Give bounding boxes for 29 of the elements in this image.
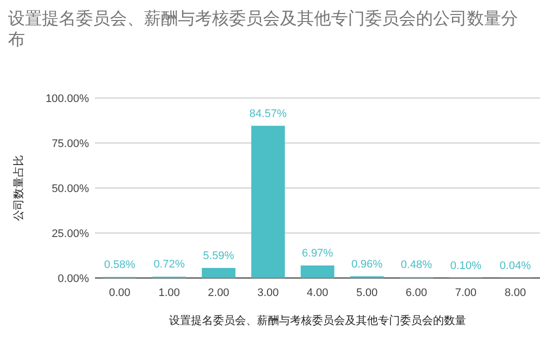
data-label: 6.97%	[302, 247, 334, 260]
x-tick-label: 4.00	[306, 287, 328, 299]
data-label: 84.57%	[249, 108, 287, 120]
chart-title: 设置提名委员会、薪酬与考核委员会及其他专门委员会的公司数量分布	[8, 9, 518, 49]
bar	[251, 126, 285, 278]
data-label: 0.10%	[450, 260, 482, 272]
x-tick-label: 5.00	[356, 287, 378, 299]
y-tick-label: 100.00%	[46, 93, 90, 105]
data-label: 5.59%	[203, 250, 234, 262]
y-tick-label: 0.00%	[58, 273, 90, 285]
y-tick-label: 50.00%	[52, 183, 90, 195]
x-tick-label: 0.00	[109, 287, 130, 299]
y-axis-title: 公司数量占比	[12, 155, 25, 221]
bar	[202, 268, 236, 278]
x-tick-label: 6.00	[406, 287, 428, 299]
x-axis-title: 设置提名委员会、薪酬与考核委员会及其他专门委员会的数量	[169, 314, 466, 327]
y-tick-label: 75.00%	[52, 138, 90, 150]
x-tick-label: 2.00	[208, 287, 230, 299]
bar	[300, 265, 334, 278]
data-label: 0.72%	[154, 258, 185, 271]
data-label: 0.48%	[400, 259, 432, 272]
data-label: 0.96%	[351, 258, 383, 270]
x-tick-label: 1.00	[158, 287, 180, 299]
data-label: 0.58%	[104, 258, 136, 271]
x-tick-label: 3.00	[257, 287, 279, 299]
data-label: 0.04%	[500, 260, 532, 272]
y-tick-label: 25.00%	[52, 228, 90, 240]
x-tick-label: 8.00	[504, 287, 526, 299]
x-tick-label: 7.00	[455, 287, 477, 299]
